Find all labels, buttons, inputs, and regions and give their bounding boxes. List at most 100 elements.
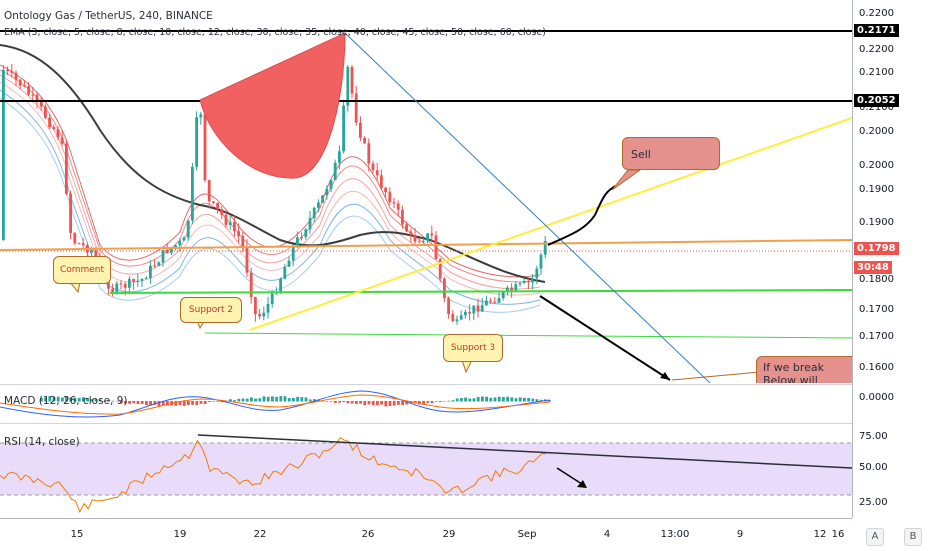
candle-body	[359, 122, 362, 138]
trend-line-blue[interactable]	[344, 32, 711, 383]
support-line-lower[interactable]	[204, 332, 852, 339]
candle-body	[308, 218, 312, 230]
macd-histogram-bar	[82, 397, 85, 402]
price-label: 0.2200	[859, 44, 894, 55]
macd-legend[interactable]: MACD (12, 26, close, 9)	[4, 395, 128, 407]
candle-body	[434, 235, 438, 260]
support2-callout[interactable]: Support 2	[180, 297, 242, 323]
support-line-green[interactable]	[109, 289, 852, 294]
candle-body	[447, 298, 450, 314]
macd-histogram-bar	[304, 397, 308, 402]
rsi-arrow[interactable]	[556, 467, 586, 487]
candle-body	[241, 236, 245, 247]
candle-body	[170, 247, 173, 253]
time-label: 9	[736, 529, 744, 540]
price-tag-upper-resistance: 0.2171	[854, 24, 899, 37]
macd-histogram-bar	[56, 396, 60, 402]
candle-body	[69, 193, 72, 234]
candle-body	[195, 117, 198, 167]
arc-drawing[interactable]	[199, 32, 346, 179]
macd-histogram-bar	[258, 398, 262, 402]
candle-body	[228, 222, 232, 225]
price-chart-pane[interactable]: Ontology Gas / TetherUS, 240, BINANCE EM…	[0, 0, 852, 383]
trend-line-yellow[interactable]	[249, 117, 852, 331]
projection-up[interactable]	[547, 184, 619, 246]
candle-body	[464, 311, 467, 316]
candle-body	[506, 287, 509, 292]
orange-level-line[interactable]	[0, 239, 852, 251]
candle-body	[392, 202, 396, 204]
macd-histogram-bar	[178, 401, 182, 406]
log-scale-button[interactable]: B	[904, 528, 922, 546]
macd-histogram-bar	[90, 399, 94, 402]
rsi-legend[interactable]: RSI (14, close)	[4, 436, 80, 448]
macd-histogram-bar	[212, 401, 215, 402]
candle-body	[14, 72, 18, 80]
candlesticks	[2, 63, 547, 325]
candle-body	[136, 280, 140, 283]
candle-body	[245, 246, 249, 273]
candle-body	[174, 245, 177, 248]
macd-histogram-bar	[485, 396, 488, 402]
candle-body	[254, 297, 257, 315]
macd-canvas	[0, 390, 551, 418]
rsi-label-75: 75.00	[859, 431, 888, 442]
candle-body	[363, 137, 366, 144]
macd-histogram-bar	[86, 398, 89, 402]
rsi-trend-line[interactable]	[197, 434, 852, 469]
candle-body	[287, 260, 291, 267]
macd-histogram-bar	[455, 398, 459, 402]
price-axis[interactable]: 0.2200 0.2200 0.2100 0.2100 0.2000 0.200…	[852, 0, 932, 518]
support3-callout[interactable]: Support 3	[443, 334, 503, 362]
candle-body	[31, 94, 35, 96]
projection-down[interactable]	[539, 295, 671, 381]
ema-legend[interactable]: EMA (3, close, 5, close, 8, close, 10, c…	[4, 27, 546, 38]
rsi-pane[interactable]: RSI (14, close)	[0, 423, 852, 519]
macd-histogram-bar	[506, 396, 509, 402]
macd-histogram-bar	[199, 401, 203, 404]
macd-histogram-bar	[195, 401, 199, 406]
candle-body	[203, 114, 207, 181]
macd-histogram-bar	[405, 401, 409, 405]
candle-body	[161, 249, 165, 263]
rsi-label-25: 25.00	[859, 497, 888, 508]
macd-histogram-bar	[283, 396, 287, 402]
price-label: 0.1700	[859, 304, 894, 315]
candle-body	[476, 305, 480, 312]
macd-histogram-bar	[409, 401, 413, 404]
price-label: 0.1900	[859, 184, 894, 195]
rsi-band	[0, 443, 852, 495]
comment-callout[interactable]: Comment	[53, 256, 111, 284]
sell-callout[interactable]: Sell	[622, 137, 720, 170]
candle-body	[10, 70, 14, 73]
time-axis[interactable]: 15 19 22 26 29 Sep 4 13:00 9 12 16	[0, 518, 852, 551]
macd-zero-label: 0.0000	[859, 392, 894, 403]
candle-body	[426, 233, 429, 241]
macd-histogram-bar	[476, 396, 480, 402]
macd-histogram-bar	[216, 401, 220, 402]
macd-histogram-bar	[548, 400, 551, 402]
candle-body	[283, 266, 287, 279]
macd-histogram-bar	[325, 401, 329, 402]
candle-body	[510, 287, 513, 291]
macd-histogram-bar	[460, 398, 463, 402]
macd-pane[interactable]: MACD (12, 26, close, 9)	[0, 384, 852, 422]
macd-histogram-bar	[329, 401, 333, 402]
candle-body	[527, 281, 530, 283]
macd-histogram-bar	[237, 398, 241, 402]
break-callout[interactable]: If we break Below will Continue Do	[756, 356, 852, 383]
auto-scale-button[interactable]: A	[866, 528, 884, 546]
candle-body	[119, 283, 123, 285]
candle-body	[531, 278, 534, 283]
macd-histogram-bar	[77, 397, 81, 402]
macd-histogram-bar	[124, 401, 127, 404]
candle-body	[73, 233, 77, 244]
candle-body	[489, 300, 492, 302]
rsi-arrowhead	[577, 480, 587, 488]
macd-histogram-bar	[502, 397, 505, 402]
candle-body	[413, 235, 417, 242]
candle-body	[304, 229, 308, 238]
macd-histogram-bar	[493, 397, 497, 402]
candle-body	[459, 315, 463, 320]
macd-histogram-bar	[140, 401, 144, 404]
